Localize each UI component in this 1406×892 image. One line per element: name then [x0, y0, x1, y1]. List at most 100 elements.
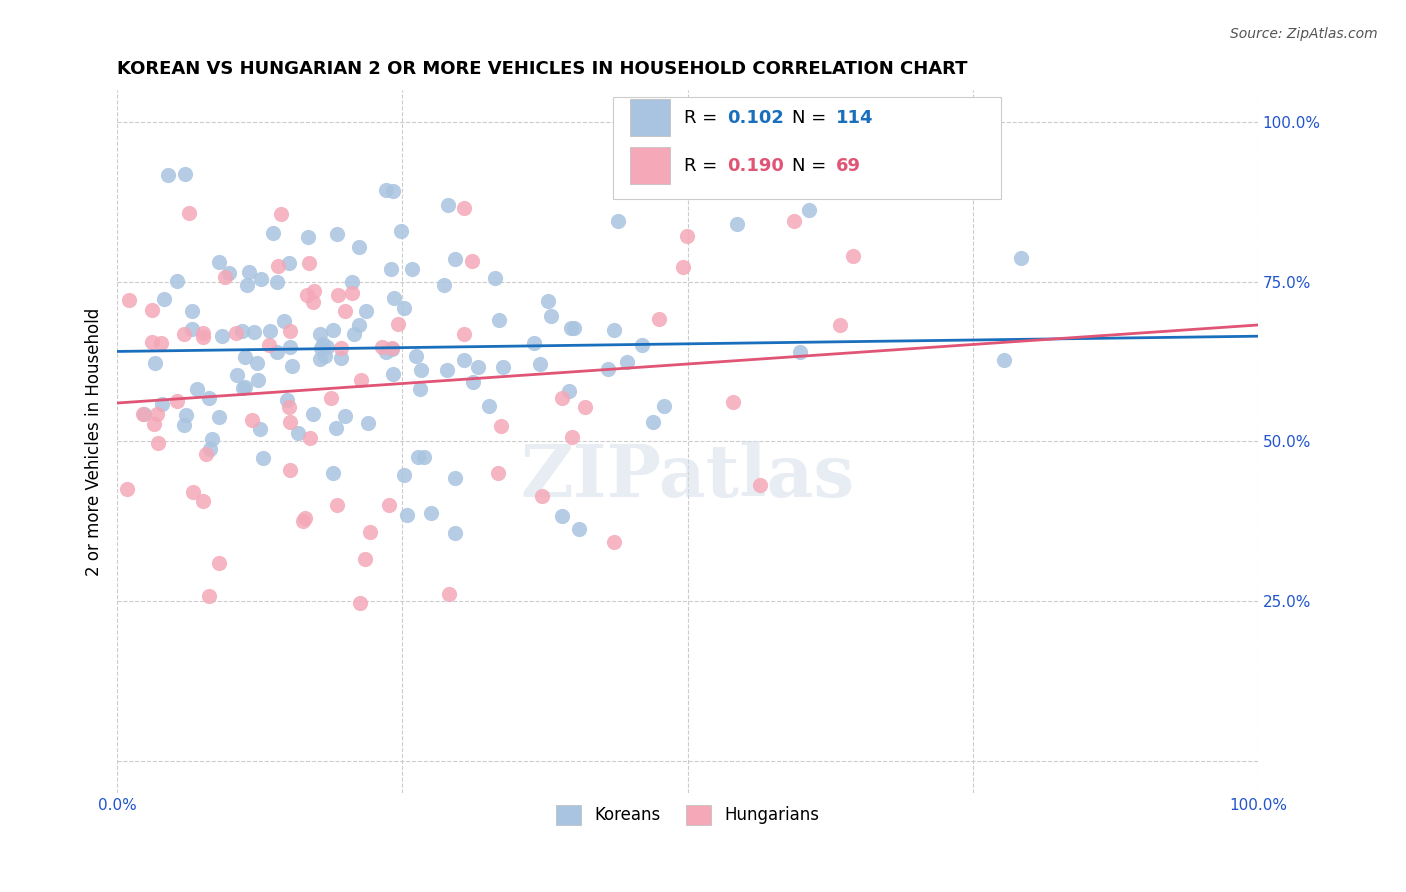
Point [141, 303, 163, 318]
Point [312, 337, 335, 351]
Point [294, 511, 316, 525]
Point [461, 254, 484, 268]
Point [201, 432, 224, 446]
Point [531, 489, 554, 503]
Point [311, 341, 333, 355]
Point [267, 259, 290, 273]
Point [141, 334, 163, 349]
Point [395, 508, 418, 522]
Point [181, 304, 204, 318]
Point [789, 345, 811, 359]
Point [478, 399, 501, 413]
Legend: Koreans, Hungarians: Koreans, Hungarians [548, 797, 827, 833]
Point [193, 494, 215, 508]
Point [721, 394, 744, 409]
Point [537, 293, 560, 308]
Point [392, 467, 415, 482]
Point [560, 320, 582, 334]
Point [558, 384, 581, 398]
Point [198, 589, 221, 603]
Point [156, 168, 179, 182]
Point [631, 337, 654, 351]
Point [325, 421, 347, 435]
Point [322, 466, 344, 480]
Point [174, 408, 197, 422]
Point [143, 417, 166, 431]
Text: R =: R = [685, 157, 723, 175]
Point [574, 401, 596, 415]
Point [246, 356, 269, 370]
Point [1010, 251, 1032, 265]
Point [302, 294, 325, 309]
Point [280, 340, 302, 354]
Point [461, 375, 484, 389]
Point [246, 373, 269, 387]
Point [453, 201, 475, 215]
Point [266, 345, 288, 359]
Point [375, 183, 398, 197]
Point [607, 213, 630, 227]
Point [382, 367, 405, 381]
Point [208, 255, 231, 269]
Point [298, 255, 321, 269]
Point [349, 596, 371, 610]
Point [304, 285, 326, 299]
Point [326, 498, 349, 512]
Point [243, 325, 266, 339]
Bar [630, 147, 671, 184]
Point [194, 447, 217, 461]
Point [278, 400, 301, 414]
Point [174, 167, 197, 181]
Text: R =: R = [685, 109, 723, 127]
Point [841, 249, 863, 263]
Point [349, 240, 371, 254]
Y-axis label: 2 or more Vehicles in Household: 2 or more Vehicles in Household [86, 308, 103, 575]
Point [377, 498, 399, 512]
Point [342, 275, 364, 289]
Point [302, 407, 325, 421]
Point [278, 415, 301, 429]
Point [349, 372, 371, 386]
Point [467, 359, 489, 374]
Text: ZIPatlas: ZIPatlas [520, 441, 855, 512]
Point [484, 271, 506, 285]
Point [266, 276, 288, 290]
Point [382, 184, 405, 198]
Point [374, 345, 396, 359]
Point [568, 522, 591, 536]
Point [297, 288, 319, 302]
Text: N =: N = [793, 109, 832, 127]
Point [643, 415, 665, 429]
Point [598, 362, 620, 376]
Point [437, 198, 460, 212]
Point [349, 318, 371, 332]
Point [193, 326, 215, 341]
Point [329, 351, 352, 365]
Point [551, 508, 574, 523]
Text: Source: ZipAtlas.com: Source: ZipAtlas.com [1230, 27, 1378, 41]
Point [278, 256, 301, 270]
Point [616, 355, 638, 369]
Point [382, 291, 405, 305]
Point [489, 419, 512, 434]
Point [401, 262, 423, 277]
Point [529, 357, 551, 371]
Point [208, 556, 231, 570]
Point [359, 525, 381, 540]
Point [249, 421, 271, 435]
Point [389, 223, 412, 237]
Point [540, 309, 562, 323]
Point [321, 391, 343, 405]
Point [218, 266, 240, 280]
Point [676, 229, 699, 244]
Point [325, 227, 347, 241]
Point [652, 399, 675, 413]
Point [166, 274, 188, 288]
Point [263, 227, 285, 241]
Point [309, 326, 332, 341]
Point [132, 407, 155, 421]
Point [603, 323, 626, 337]
Point [273, 314, 295, 328]
Point [380, 342, 402, 356]
Point [225, 368, 247, 383]
